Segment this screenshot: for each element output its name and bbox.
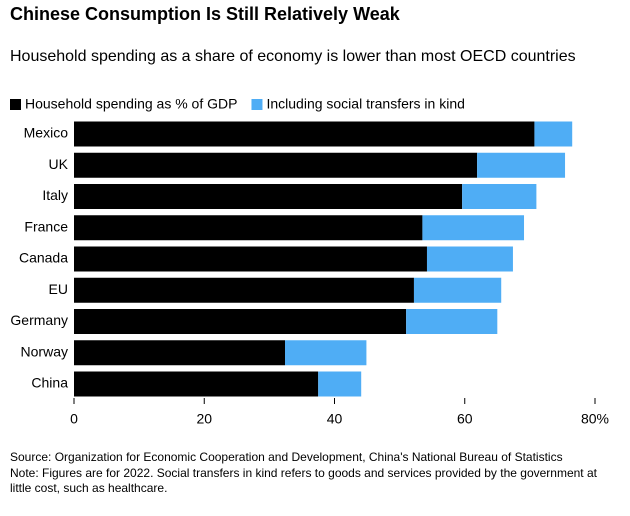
legend-swatch	[10, 99, 21, 110]
bar-segment	[406, 309, 498, 334]
footnotes: Source: Organization for Economic Cooper…	[10, 450, 620, 497]
chart: Household spending as % of GDP Including …	[10, 96, 609, 427]
bar-segment	[318, 371, 362, 397]
x-tick-label: 20	[196, 411, 212, 427]
bar-segment	[462, 184, 537, 209]
bar-segment	[422, 215, 525, 241]
bar-segment	[534, 121, 573, 147]
bar-segment	[74, 246, 427, 272]
y-tick-label: China	[31, 375, 68, 391]
chart-subtitle: Household spending as a share of economy…	[10, 48, 576, 65]
y-tick-label: Italy	[42, 187, 68, 203]
y-tick-label: Canada	[19, 250, 68, 266]
legend-label: Including social transfers in kind	[266, 96, 464, 112]
legend-swatch	[251, 99, 263, 110]
bar-segment	[74, 371, 319, 397]
bar-segment	[74, 309, 407, 334]
y-tick-label: Germany	[10, 312, 68, 328]
bar-segment	[74, 184, 463, 209]
chart-title: Chinese Consumption Is Still Relatively …	[10, 4, 400, 24]
y-tick-label: Norway	[21, 343, 68, 359]
bar-segment	[285, 340, 367, 366]
x-tick-label: 60	[457, 411, 473, 427]
bar-segment	[74, 277, 414, 303]
y-tick-label: France	[24, 218, 68, 234]
x-tick-label: 0	[70, 411, 78, 427]
y-tick-label: UK	[49, 156, 69, 172]
bar-segment	[74, 152, 478, 178]
bar-segment	[477, 152, 566, 178]
source: Source: Organization for Economic Cooper…	[10, 450, 563, 464]
bar-segment	[413, 277, 502, 303]
legend-label: Household spending as % of GDP	[25, 96, 237, 112]
y-tick-label: Mexico	[24, 125, 69, 141]
x-tick-label: 40	[327, 411, 343, 427]
bar-segment	[74, 340, 286, 366]
y-tick-label: EU	[49, 281, 68, 297]
bar-segment	[426, 246, 513, 272]
bar-segment	[74, 215, 423, 241]
x-tick-label: 80%	[581, 411, 609, 427]
note: Note: Figures are for 2022. Social trans…	[10, 465, 597, 496]
bar-segment	[74, 121, 535, 147]
